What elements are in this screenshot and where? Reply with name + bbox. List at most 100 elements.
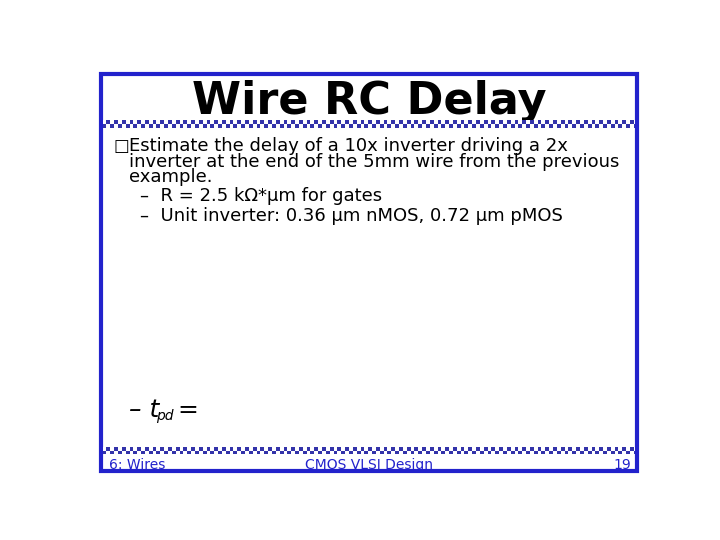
Bar bbox=[253, 450, 256, 455]
Bar bbox=[145, 450, 149, 455]
Bar bbox=[399, 124, 403, 128]
Bar bbox=[268, 124, 272, 128]
Bar bbox=[568, 450, 572, 455]
Bar bbox=[338, 124, 341, 128]
Bar bbox=[161, 450, 164, 455]
Text: 19: 19 bbox=[613, 458, 631, 472]
Bar bbox=[376, 450, 379, 455]
Bar bbox=[330, 450, 333, 455]
Bar bbox=[315, 450, 318, 455]
Bar bbox=[307, 450, 310, 455]
Bar bbox=[438, 124, 441, 128]
Bar bbox=[238, 124, 241, 128]
Bar bbox=[187, 447, 191, 450]
Bar bbox=[561, 450, 564, 455]
Bar bbox=[430, 450, 433, 455]
Bar bbox=[622, 124, 626, 128]
Bar bbox=[572, 120, 576, 124]
Bar bbox=[310, 447, 315, 450]
Text: example.: example. bbox=[129, 168, 212, 186]
Bar bbox=[303, 120, 307, 124]
Bar bbox=[403, 120, 407, 124]
Bar bbox=[553, 124, 557, 128]
Bar bbox=[272, 447, 276, 450]
Bar bbox=[580, 120, 584, 124]
Bar bbox=[184, 124, 187, 128]
Bar bbox=[149, 447, 153, 450]
Bar bbox=[379, 447, 384, 450]
Bar bbox=[345, 450, 349, 455]
Bar bbox=[492, 124, 495, 128]
Bar bbox=[141, 447, 145, 450]
Bar bbox=[603, 447, 607, 450]
Bar bbox=[133, 120, 138, 124]
Bar bbox=[130, 450, 133, 455]
Bar bbox=[464, 120, 468, 124]
Bar bbox=[572, 447, 576, 450]
Bar bbox=[441, 120, 445, 124]
Bar bbox=[172, 447, 176, 450]
Bar bbox=[249, 447, 253, 450]
Bar bbox=[326, 120, 330, 124]
Bar bbox=[426, 447, 430, 450]
Bar bbox=[164, 120, 168, 124]
Bar bbox=[557, 120, 561, 124]
Bar bbox=[507, 450, 510, 455]
Bar bbox=[415, 124, 418, 128]
Bar bbox=[507, 124, 510, 128]
Bar bbox=[222, 124, 226, 128]
Bar bbox=[372, 120, 376, 124]
Bar bbox=[495, 120, 499, 124]
Bar bbox=[503, 120, 507, 124]
Bar bbox=[549, 120, 553, 124]
Bar bbox=[264, 447, 268, 450]
Bar bbox=[191, 124, 195, 128]
Bar bbox=[299, 450, 303, 455]
Bar bbox=[611, 120, 615, 124]
Bar bbox=[210, 120, 215, 124]
Bar bbox=[484, 124, 487, 128]
Bar bbox=[326, 447, 330, 450]
Bar bbox=[176, 450, 179, 455]
Bar bbox=[534, 120, 538, 124]
Bar bbox=[218, 447, 222, 450]
Bar bbox=[256, 447, 261, 450]
Bar bbox=[233, 120, 238, 124]
Text: –  R = 2.5 kΩ*μm for gates: – R = 2.5 kΩ*μm for gates bbox=[140, 187, 382, 206]
Bar bbox=[107, 450, 110, 455]
Bar bbox=[230, 124, 233, 128]
Bar bbox=[484, 450, 487, 455]
Bar bbox=[368, 124, 372, 128]
Bar bbox=[433, 447, 438, 450]
Bar bbox=[392, 124, 395, 128]
Bar bbox=[295, 447, 299, 450]
Bar bbox=[107, 124, 110, 128]
Bar bbox=[487, 120, 492, 124]
Bar bbox=[122, 124, 126, 128]
Bar bbox=[495, 447, 499, 450]
Bar bbox=[503, 447, 507, 450]
Bar bbox=[415, 450, 418, 455]
Bar bbox=[349, 447, 353, 450]
Bar bbox=[592, 450, 595, 455]
Bar bbox=[387, 447, 392, 450]
Bar bbox=[345, 124, 349, 128]
Bar bbox=[626, 447, 630, 450]
Bar bbox=[515, 124, 518, 128]
Bar bbox=[203, 447, 207, 450]
Bar bbox=[195, 120, 199, 124]
Bar bbox=[576, 124, 580, 128]
Bar bbox=[215, 124, 218, 128]
Bar bbox=[191, 450, 195, 455]
Bar bbox=[322, 124, 326, 128]
Bar bbox=[538, 450, 541, 455]
Bar bbox=[399, 450, 403, 455]
Bar bbox=[476, 450, 480, 455]
Bar bbox=[468, 124, 472, 128]
Bar bbox=[126, 447, 130, 450]
Bar bbox=[215, 450, 218, 455]
Bar bbox=[580, 447, 584, 450]
Bar bbox=[172, 120, 176, 124]
Bar bbox=[518, 447, 522, 450]
Bar bbox=[361, 124, 364, 128]
